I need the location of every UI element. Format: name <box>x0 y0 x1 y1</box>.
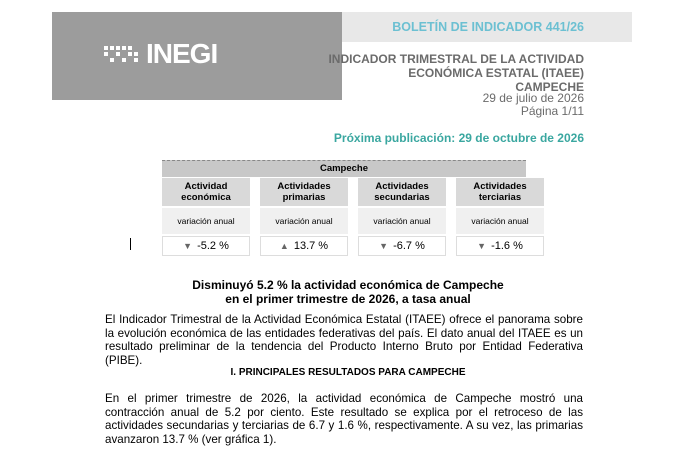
column-unit: variación anual <box>456 208 544 234</box>
value-text: 13.7 % <box>293 240 329 252</box>
column-name-text: Actividades terciarias <box>473 181 527 203</box>
intro: El Indicador Trimestral de la Actividad … <box>105 313 583 367</box>
column-unit-text: variación anual <box>373 216 431 226</box>
table-title: Campeche <box>162 160 526 177</box>
value-text: -5.2 % <box>197 240 229 252</box>
column-name: Actividad económica <box>162 178 250 206</box>
column-unit: variación anual <box>162 208 250 234</box>
headline-line: en el primer trimestre de 2026, a tasa a… <box>225 292 471 306</box>
trend-icon: ▼ <box>183 241 193 251</box>
column-name-text: Actividades primarias <box>277 181 331 203</box>
column-name: Actividades primarias <box>260 178 348 206</box>
bulletin: BOLETÍN DE INDICADOR 441/26 <box>392 20 584 34</box>
page-number: Página 1/11 <box>520 104 584 118</box>
headline-line: Disminuyó 5.2 % la actividad económica d… <box>192 278 504 292</box>
column-value: ▼ -5.2 % <box>162 236 250 256</box>
next-publication: Próxima publicación: 29 de octubre de 20… <box>333 131 584 145</box>
body-paragraph: En el primer trimestre de 2026, la activ… <box>105 392 583 446</box>
date: 29 de julio de 2026 <box>482 91 584 105</box>
logo: INEGI <box>146 38 218 69</box>
trend-icon: ▲ <box>279 241 289 251</box>
bulletin-band <box>342 12 632 42</box>
column-name-text: Actividades secundarias <box>374 181 430 203</box>
title-line: INDICADOR TRIMESTRAL DE LA ACTIVIDAD <box>328 52 584 66</box>
trend-icon: ▼ <box>477 241 487 251</box>
section-heading: I. PRINCIPALES RESULTADOS PARA CAMPECHE <box>230 367 466 378</box>
value-text: -1.6 % <box>491 240 523 252</box>
column-unit-text: variación anual <box>177 216 235 226</box>
column-unit-text: variación anual <box>275 216 333 226</box>
title-line: ECONÓMICA ESTATAL (ITAEE) <box>408 66 584 80</box>
title-line: CAMPECHE <box>515 80 584 94</box>
logo-band <box>52 12 342 100</box>
value-text: -6.7 % <box>393 240 425 252</box>
column-value: ▼ -6.7 % <box>358 236 446 256</box>
column-unit: variación anual <box>260 208 348 234</box>
column-value: ▼ -1.6 % <box>456 236 544 256</box>
column-name: Actividades secundarias <box>358 178 446 206</box>
column-unit: variación anual <box>358 208 446 234</box>
headline: Disminuyó 5.2 % la actividad económica d… <box>0 278 696 306</box>
column-name: Actividades terciarias <box>456 178 544 206</box>
trend-icon: ▼ <box>379 241 389 251</box>
column-unit-text: variación anual <box>471 216 529 226</box>
column-value: ▲ 13.7 % <box>260 236 348 256</box>
cursor <box>130 238 131 250</box>
column-name-text: Actividad económica <box>181 181 231 203</box>
logo-icon <box>104 46 138 62</box>
